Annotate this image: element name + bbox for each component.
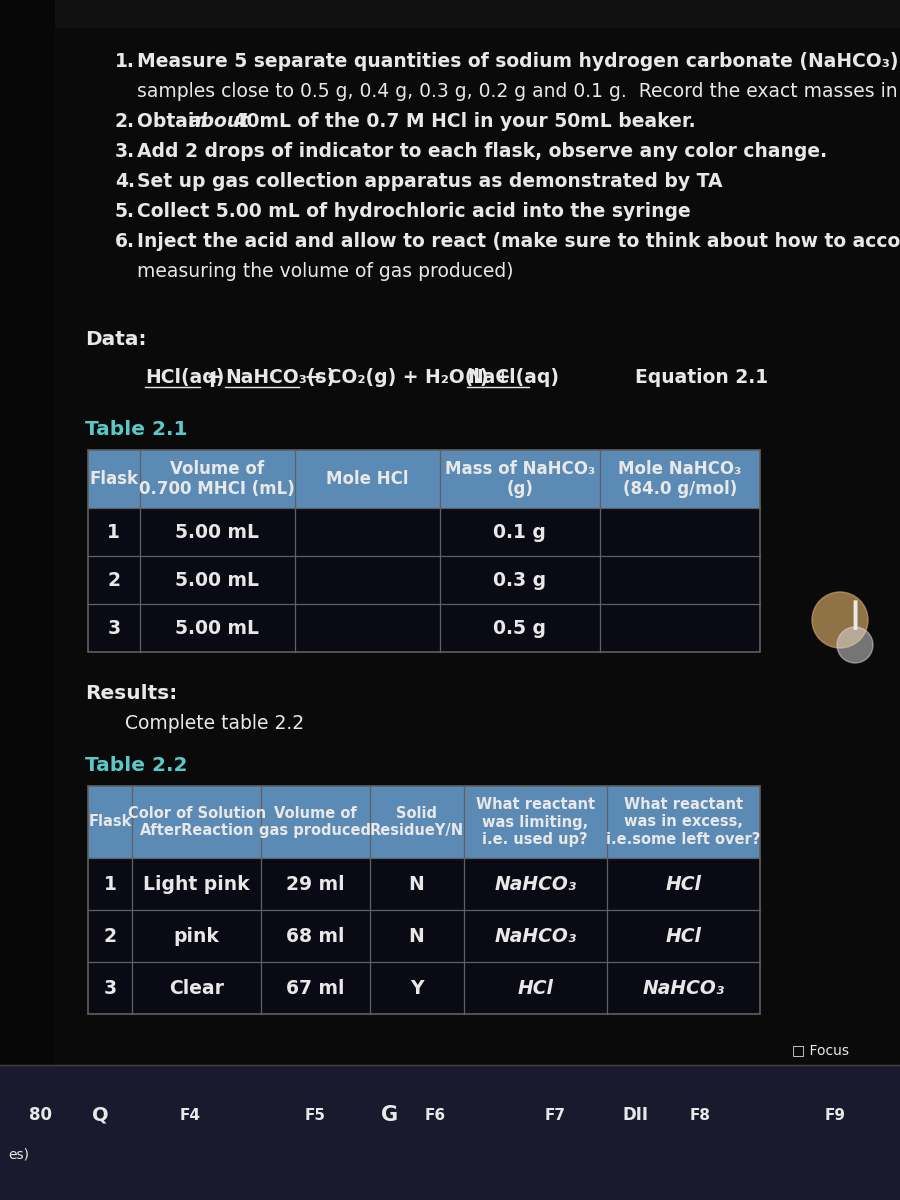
- Text: about: about: [189, 112, 250, 131]
- Text: Light pink: Light pink: [143, 875, 250, 894]
- Text: F6: F6: [425, 1108, 446, 1122]
- Text: Flask: Flask: [89, 470, 139, 488]
- Text: 6.: 6.: [115, 232, 135, 251]
- Text: DII: DII: [622, 1106, 648, 1124]
- Text: F9: F9: [824, 1108, 845, 1122]
- Text: +: +: [200, 368, 229, 386]
- Text: 3: 3: [104, 978, 117, 997]
- Text: 5.00 mL: 5.00 mL: [176, 522, 259, 541]
- Text: 40mL of the 0.7 M HCl in your 50mL beaker.: 40mL of the 0.7 M HCl in your 50mL beake…: [227, 112, 696, 131]
- Text: 1: 1: [104, 875, 117, 894]
- Text: Mole NaHCO₃
(84.0 g/mol): Mole NaHCO₃ (84.0 g/mol): [618, 460, 742, 498]
- Text: Q: Q: [92, 1105, 108, 1124]
- Text: What reactant
was in excess,
i.e.some left over?: What reactant was in excess, i.e.some le…: [607, 797, 760, 847]
- Text: 3: 3: [107, 618, 121, 637]
- Text: Measure 5 separate quantities of sodium hydrogen carbonate (NaHCO₃) trying to ge: Measure 5 separate quantities of sodium …: [137, 52, 900, 71]
- Text: G: G: [382, 1105, 399, 1126]
- Text: Mass of NaHCO₃
(g): Mass of NaHCO₃ (g): [445, 460, 595, 498]
- Text: HCl: HCl: [665, 875, 701, 894]
- Text: F4: F4: [179, 1108, 201, 1122]
- Text: NaHCO₃: NaHCO₃: [643, 978, 725, 997]
- Text: N: N: [409, 926, 425, 946]
- FancyBboxPatch shape: [88, 604, 760, 652]
- Text: Table 2.1: Table 2.1: [85, 420, 187, 439]
- FancyBboxPatch shape: [88, 450, 760, 508]
- Text: 2.: 2.: [115, 112, 135, 131]
- Text: N: N: [409, 875, 425, 894]
- Text: measuring the volume of gas produced): measuring the volume of gas produced): [137, 262, 514, 281]
- Circle shape: [837, 626, 873, 662]
- Text: Volume of
0.700 MHCI (mL): Volume of 0.700 MHCI (mL): [140, 460, 295, 498]
- Text: Solid
ResidueY/N: Solid ResidueY/N: [370, 806, 464, 838]
- Text: Collect 5.00 mL of hydrochloric acid into the syringe: Collect 5.00 mL of hydrochloric acid int…: [137, 202, 691, 221]
- Text: HCl: HCl: [665, 926, 701, 946]
- Text: What reactant
was limiting,
i.e. used up?: What reactant was limiting, i.e. used up…: [475, 797, 595, 847]
- FancyBboxPatch shape: [88, 786, 760, 858]
- FancyBboxPatch shape: [0, 0, 55, 1066]
- Text: NaCl(aq): NaCl(aq): [467, 368, 559, 386]
- FancyBboxPatch shape: [88, 556, 760, 604]
- Text: NaHCO₃(s): NaHCO₃(s): [225, 368, 335, 386]
- Text: samples close to 0.5 g, 0.4 g, 0.3 g, 0.2 g and 0.1 g.  Record the exact masses : samples close to 0.5 g, 0.4 g, 0.3 g, 0.…: [137, 82, 900, 101]
- Text: Y: Y: [410, 978, 423, 997]
- Text: 80: 80: [29, 1106, 51, 1124]
- Text: ┃: ┃: [848, 600, 862, 630]
- Text: Table 2.2: Table 2.2: [85, 756, 187, 775]
- Text: HCl: HCl: [518, 978, 554, 997]
- Text: 4.: 4.: [115, 172, 135, 191]
- Text: Color of Solution
AfterReaction: Color of Solution AfterReaction: [128, 806, 266, 838]
- Text: Flask: Flask: [88, 815, 132, 829]
- Text: Set up gas collection apparatus as demonstrated by TA: Set up gas collection apparatus as demon…: [137, 172, 723, 191]
- FancyBboxPatch shape: [88, 962, 760, 1014]
- Text: F5: F5: [304, 1108, 326, 1122]
- Text: 2: 2: [107, 570, 121, 589]
- Text: 0.3 g: 0.3 g: [493, 570, 546, 589]
- Text: Obtain: Obtain: [137, 112, 214, 131]
- Text: Equation 2.1: Equation 2.1: [635, 368, 768, 386]
- Text: F8: F8: [689, 1108, 710, 1122]
- Text: HCl(aq): HCl(aq): [145, 368, 224, 386]
- Text: 67 ml: 67 ml: [286, 978, 345, 997]
- Text: 0.1 g: 0.1 g: [493, 522, 546, 541]
- Text: 0.5 g: 0.5 g: [493, 618, 546, 637]
- FancyBboxPatch shape: [88, 508, 760, 556]
- Text: 5.: 5.: [115, 202, 135, 221]
- Text: 5.00 mL: 5.00 mL: [176, 618, 259, 637]
- FancyBboxPatch shape: [0, 1066, 900, 1200]
- Circle shape: [812, 592, 868, 648]
- Text: 1: 1: [107, 522, 121, 541]
- Text: 5.00 mL: 5.00 mL: [176, 570, 259, 589]
- FancyBboxPatch shape: [0, 0, 900, 28]
- Text: Clear: Clear: [169, 978, 224, 997]
- Text: Mole HCl: Mole HCl: [326, 470, 409, 488]
- Text: Add 2 drops of indicator to each flask, observe any color change.: Add 2 drops of indicator to each flask, …: [137, 142, 827, 161]
- Text: NaHCO₃: NaHCO₃: [494, 875, 576, 894]
- FancyBboxPatch shape: [88, 910, 760, 962]
- Text: Volume of
gas produced: Volume of gas produced: [259, 806, 372, 838]
- Text: □ Focus: □ Focus: [791, 1043, 849, 1057]
- Text: es): es): [8, 1148, 29, 1162]
- Text: 68 ml: 68 ml: [286, 926, 345, 946]
- Text: NaHCO₃: NaHCO₃: [494, 926, 576, 946]
- Text: Data:: Data:: [85, 330, 147, 349]
- Text: → CO₂(g) + H₂O(l) +: → CO₂(g) + H₂O(l) +: [299, 368, 518, 386]
- Text: 2: 2: [104, 926, 117, 946]
- Text: Complete table 2.2: Complete table 2.2: [125, 714, 304, 733]
- Text: Results:: Results:: [85, 684, 177, 703]
- FancyBboxPatch shape: [88, 858, 760, 910]
- Text: F7: F7: [544, 1108, 565, 1122]
- Text: pink: pink: [174, 926, 220, 946]
- Text: 1.: 1.: [115, 52, 135, 71]
- Text: 3.: 3.: [115, 142, 135, 161]
- Text: Inject the acid and allow to react (make sure to think about how to account for : Inject the acid and allow to react (make…: [137, 232, 900, 251]
- Text: 29 ml: 29 ml: [286, 875, 345, 894]
